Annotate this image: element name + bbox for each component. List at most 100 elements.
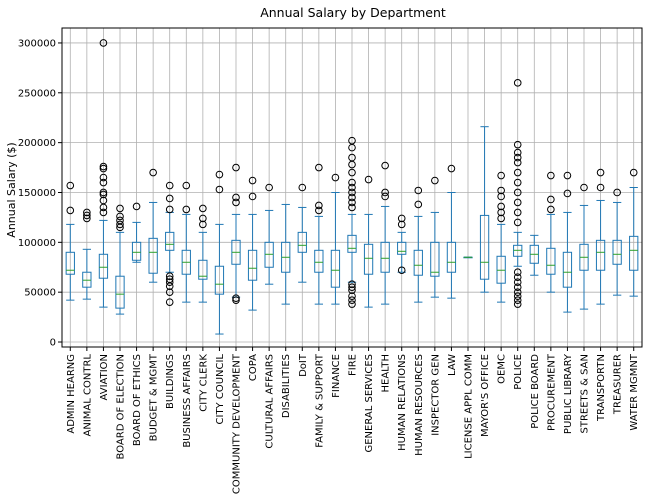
outlier-point [513, 153, 522, 162]
outlier-point [232, 294, 240, 302]
iqr-box [595, 239, 606, 271]
outlier-point [232, 296, 240, 304]
outlier-point [547, 195, 555, 204]
outlier-point [513, 300, 522, 308]
outlier-point [348, 178, 356, 187]
outlier-point [149, 168, 157, 177]
x-tick-label: POLICE BOARD [530, 354, 541, 429]
outlier-point [99, 39, 108, 47]
outlier-point [348, 300, 356, 308]
outlier-point [348, 136, 356, 145]
iqr-box [98, 253, 109, 279]
x-tick-label: BUILDINGS [165, 354, 176, 409]
iqr-box [363, 243, 374, 275]
outlier-point [348, 296, 356, 304]
iqr-box [479, 214, 490, 280]
outlier-point [199, 204, 207, 213]
x-tick-label: HEALTH [381, 354, 392, 393]
x-tick-label: CULTURAL AFFAIRS [265, 354, 276, 449]
outlier-point [348, 168, 356, 177]
x-tick-label: FINANCE [331, 354, 342, 398]
outlier-point [315, 201, 323, 210]
outlier-point [348, 286, 356, 294]
x-tick-label: BOARD OF ETHICS [132, 354, 143, 446]
x-tick-label: COMMUNITY DEVELOPMENT [232, 353, 243, 494]
outlier-point [99, 208, 108, 217]
x-tick-label: BOARD OF ELECTION [116, 354, 127, 459]
outlier-point [613, 188, 621, 197]
outlier-point [381, 188, 389, 197]
outlier-point [83, 211, 91, 220]
outlier-point [513, 296, 522, 304]
y-tick-label: 200000 [18, 138, 56, 149]
outlier-point [165, 298, 174, 306]
outlier-point [165, 205, 174, 214]
outlier-point [629, 168, 638, 177]
outlier-point [99, 190, 108, 199]
outlier-point [348, 153, 356, 162]
outlier-point [116, 220, 124, 229]
x-tick-label: CITY CLERK [198, 354, 209, 412]
outlier-point [497, 214, 505, 223]
outlier-point [248, 176, 257, 185]
iqr-box [165, 231, 175, 251]
outlier-point [397, 266, 406, 275]
y-tick-label: 250000 [18, 88, 56, 99]
outlier-point [596, 183, 605, 192]
x-tick-label: DoIT [298, 353, 309, 377]
outlier-point [497, 186, 505, 195]
outlier-point [497, 192, 505, 201]
outlier-point [348, 283, 356, 291]
outlier-point [165, 275, 174, 284]
iqr-box [413, 249, 423, 276]
outlier-point [431, 176, 439, 185]
outlier-point [165, 272, 174, 281]
outlier-point [497, 208, 505, 217]
iqr-box [612, 239, 622, 265]
plot-area: 0 50000 100000 150000 200000 250000 300000 ADMI… [18, 27, 643, 494]
iqr-box [347, 234, 357, 253]
outlier-point [513, 188, 522, 197]
outlier-point [348, 198, 356, 207]
outlier-point [99, 164, 108, 173]
iqr-box [297, 231, 307, 253]
outlier-point [298, 183, 307, 192]
x-tick-label: HUMAN RELATIONS [397, 354, 408, 451]
outlier-point [99, 188, 108, 197]
iqr-box [397, 241, 407, 255]
outlier-point [513, 292, 522, 300]
outlier-point [580, 183, 588, 192]
outlier-point [165, 278, 174, 287]
iqr-box [131, 241, 142, 261]
x-tick-label: WATER MGMNT [629, 353, 640, 430]
outlier-point [513, 198, 522, 207]
iqr-box [65, 251, 75, 275]
outlier-point [348, 183, 356, 192]
outlier-point [116, 216, 124, 225]
x-tick-label: ADMIN HEARNG [66, 354, 77, 434]
outlier-point [497, 202, 505, 211]
outlier-point [381, 161, 389, 170]
outlier-point [331, 173, 340, 182]
outlier-point [182, 181, 191, 190]
outlier-point [513, 158, 522, 167]
x-tick-label: CITY COUNCIL [215, 354, 226, 425]
outlier-point [232, 163, 240, 172]
outlier-point [116, 212, 124, 221]
outlier-point [66, 181, 75, 190]
outlier-point [199, 214, 207, 223]
x-tick-label: STREETS & SAN [580, 354, 591, 434]
outlier-point [248, 192, 257, 201]
x-tick-label: COPA [248, 354, 259, 381]
outlier-point [513, 283, 522, 291]
outlier-point [232, 198, 240, 207]
outlier-point [513, 208, 522, 217]
outlier-point [547, 171, 555, 180]
x-tick-label: FIRE [348, 354, 359, 376]
outlier-point [99, 178, 108, 187]
outlier-point [547, 205, 555, 214]
outlier-point [447, 164, 456, 173]
outlier-point [215, 185, 224, 194]
outlier-point [165, 288, 174, 296]
